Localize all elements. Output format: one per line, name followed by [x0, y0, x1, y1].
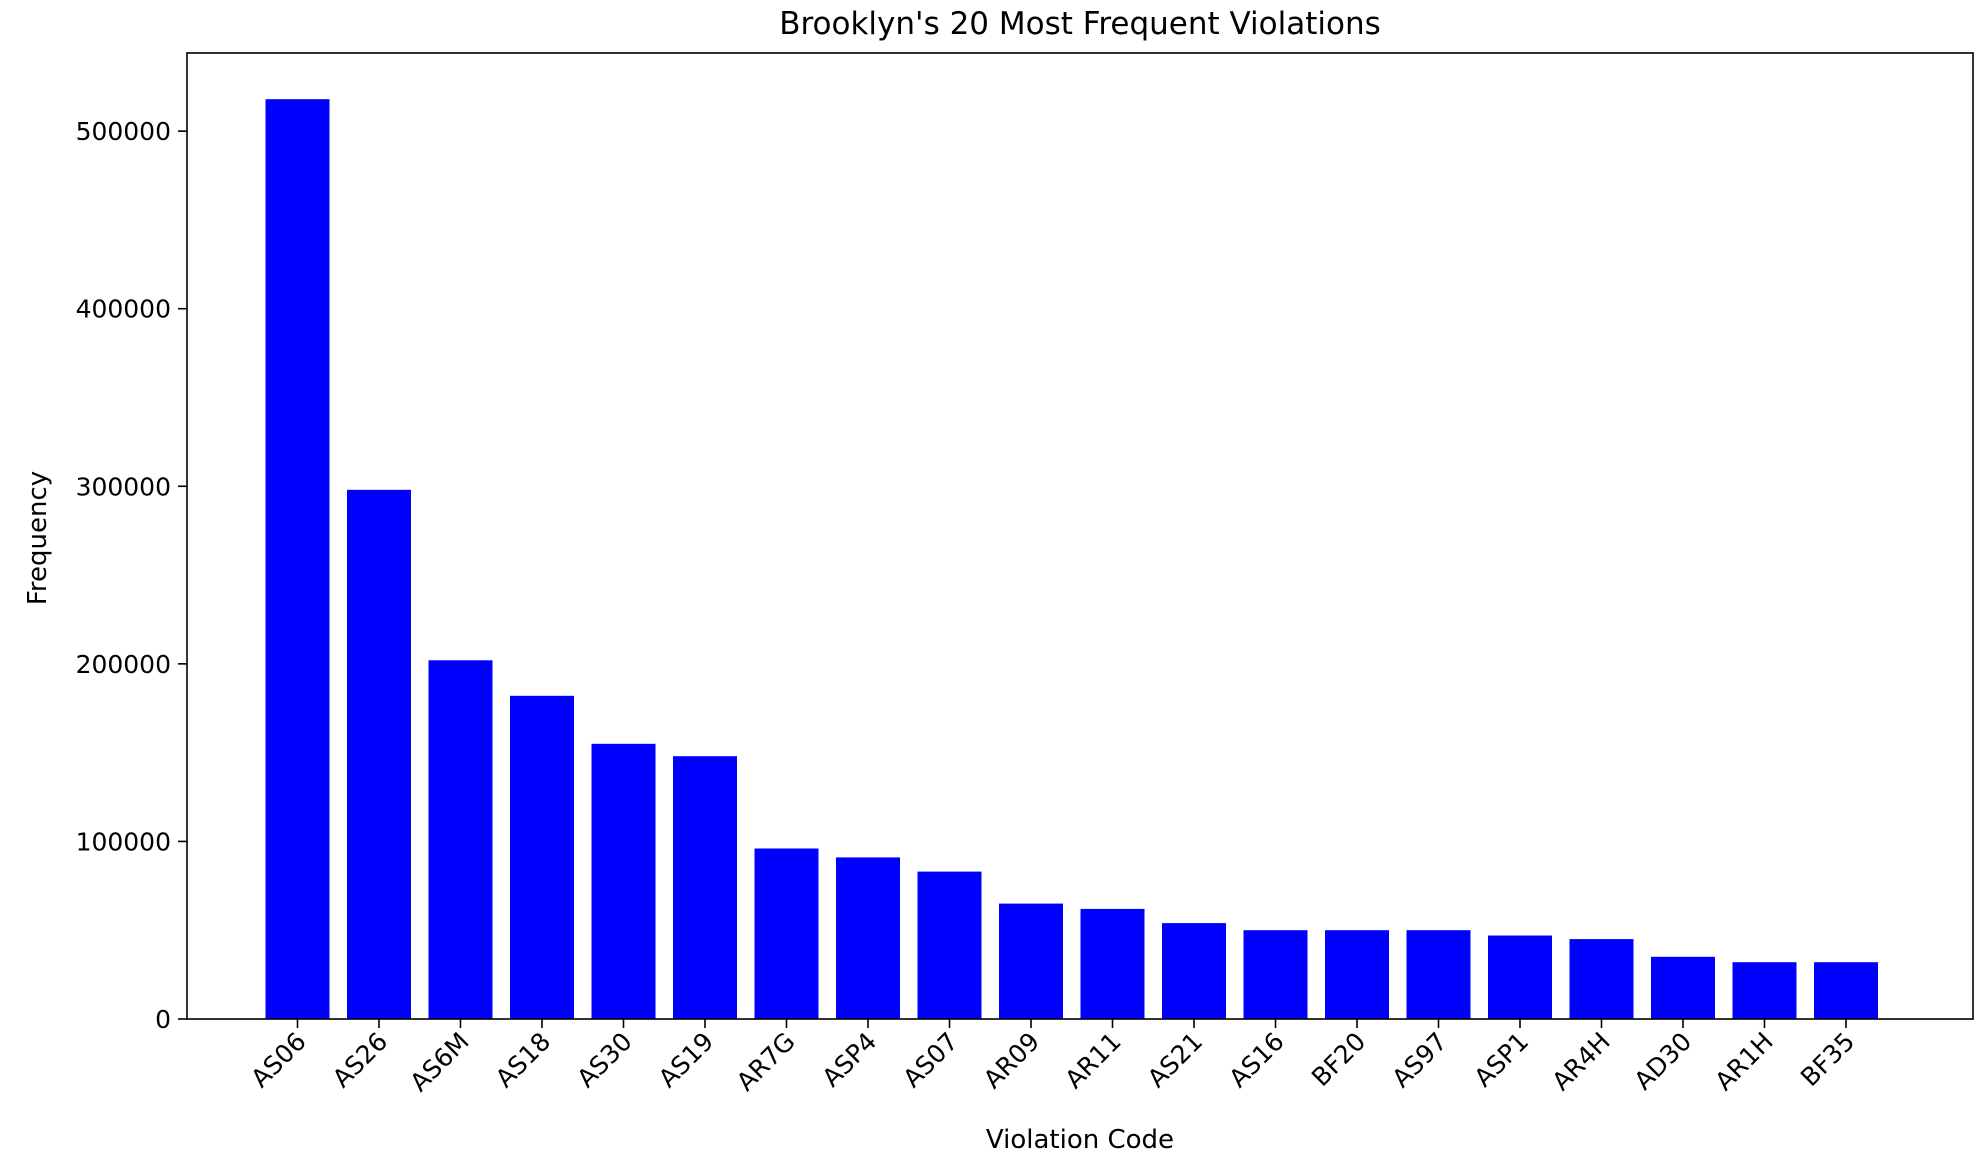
y-axis: 0 100000 200000 300000 400000 500000: [76, 117, 187, 1034]
x-tick-label: AS6M: [404, 1027, 474, 1097]
y-tick-label: 300000: [76, 472, 171, 501]
bar-bf35: [1814, 962, 1878, 1019]
x-tick-label: AS30: [571, 1027, 637, 1093]
x-tick-label: ASP1: [1469, 1027, 1535, 1093]
bar-ar4h: [1569, 939, 1634, 1019]
x-axis-title: Violation Code: [986, 1125, 1174, 1155]
y-tick-label: 100000: [76, 827, 171, 856]
x-tick-label: AR7G: [731, 1027, 801, 1097]
x-tick-label: AS18: [490, 1027, 556, 1093]
bar-ar11: [1080, 908, 1145, 1019]
x-tick-label: AR4H: [1546, 1027, 1615, 1096]
bar-as07: [917, 871, 982, 1019]
bar-ad30: [1651, 956, 1715, 1019]
bar-as21: [1162, 923, 1226, 1019]
x-tick-label: AS21: [1142, 1027, 1208, 1093]
x-tick-label: AR11: [1059, 1027, 1126, 1094]
bar-ar1h: [1732, 962, 1797, 1019]
y-axis-title: Frequency: [23, 471, 53, 605]
bar-as30: [591, 743, 656, 1019]
x-tick-label: AS97: [1386, 1027, 1452, 1093]
chart-title: Brooklyn's 20 Most Frequent Violations: [779, 6, 1381, 42]
y-tick-label: 200000: [76, 650, 171, 679]
x-axis: AS06 AS26 AS6M AS18 AS30 AS19 AR7G ASP4 AS07 AR09…: [245, 1019, 1860, 1097]
x-tick-label: AR09: [978, 1027, 1045, 1094]
x-tick-label: ASP4: [817, 1027, 883, 1093]
bar-as06: [265, 99, 330, 1019]
y-tick-label: 500000: [76, 117, 171, 146]
bar-asp4: [836, 857, 900, 1019]
bar-ar7g: [754, 848, 819, 1019]
x-tick-label: BF35: [1795, 1027, 1860, 1092]
x-tick-label: BF20: [1306, 1027, 1371, 1092]
bar-as18: [510, 695, 574, 1019]
x-tick-label: AS26: [327, 1027, 393, 1093]
x-tick-label: AD30: [1629, 1027, 1698, 1096]
x-tick-label: AS16: [1223, 1027, 1289, 1093]
y-tick-label: 0: [155, 1005, 171, 1034]
x-tick-label: AS19: [653, 1027, 719, 1093]
bar-as16: [1243, 930, 1308, 1019]
x-tick-label: AR1H: [1709, 1027, 1778, 1096]
bar-as19: [673, 756, 737, 1019]
bar-as26: [347, 489, 411, 1019]
bar-as6m: [428, 660, 493, 1019]
bar-asp1: [1488, 935, 1552, 1019]
x-tick-label: AS06: [245, 1027, 311, 1093]
bars-layer: [265, 99, 1878, 1019]
plot-frame: [186, 52, 1974, 1020]
y-tick-label: 400000: [76, 295, 171, 324]
bar-bf20: [1325, 930, 1389, 1019]
bar-as97: [1406, 930, 1471, 1019]
bar-ar09: [999, 903, 1063, 1019]
x-tick-label: AS07: [897, 1027, 963, 1093]
